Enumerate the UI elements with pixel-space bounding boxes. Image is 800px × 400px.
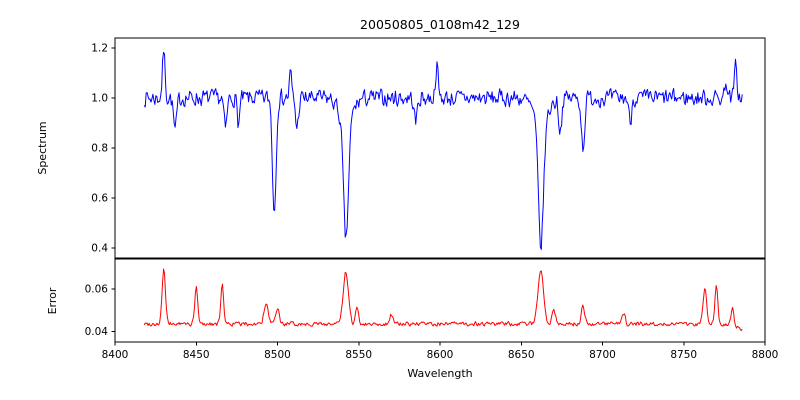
y-tick-label: 0.4 (91, 243, 108, 255)
x-tick-label: 8450 (183, 349, 210, 361)
y-tick-label: 0.8 (91, 143, 108, 155)
x-tick-label: 8400 (102, 349, 129, 361)
x-tick-label: 8550 (345, 349, 372, 361)
chart-title: 20050805_0108m42_129 (360, 17, 520, 32)
x-tick-label: 8500 (264, 349, 291, 361)
x-axis-label: Wavelength (407, 367, 472, 380)
y-tick-label: 0.04 (85, 326, 109, 338)
error-line (143, 268, 743, 332)
y-axis-label-spectrum: Spectrum (36, 121, 49, 174)
x-tick-label: 8650 (508, 349, 535, 361)
x-tick-label: 8700 (589, 349, 616, 361)
x-tick-label: 8800 (752, 349, 779, 361)
y-tick-label: 0.06 (85, 283, 109, 295)
plot-area: 0.4 0.6 0.8 1.0 1.2 0.04 0.06 8400 8450 8500 8550 8… (85, 37, 779, 361)
spectrum-panel-border (114, 37, 766, 259)
y-tick-label: 1.0 (91, 93, 108, 105)
error-panel-border (114, 258, 766, 343)
x-tick-label: 8600 (427, 349, 454, 361)
spectrum-line (143, 51, 743, 250)
y-axis-label-error: Error (46, 287, 59, 314)
y-tick-label: 1.2 (91, 43, 108, 55)
x-tick-label: 8750 (670, 349, 697, 361)
y-tick-label: 0.6 (91, 193, 108, 205)
